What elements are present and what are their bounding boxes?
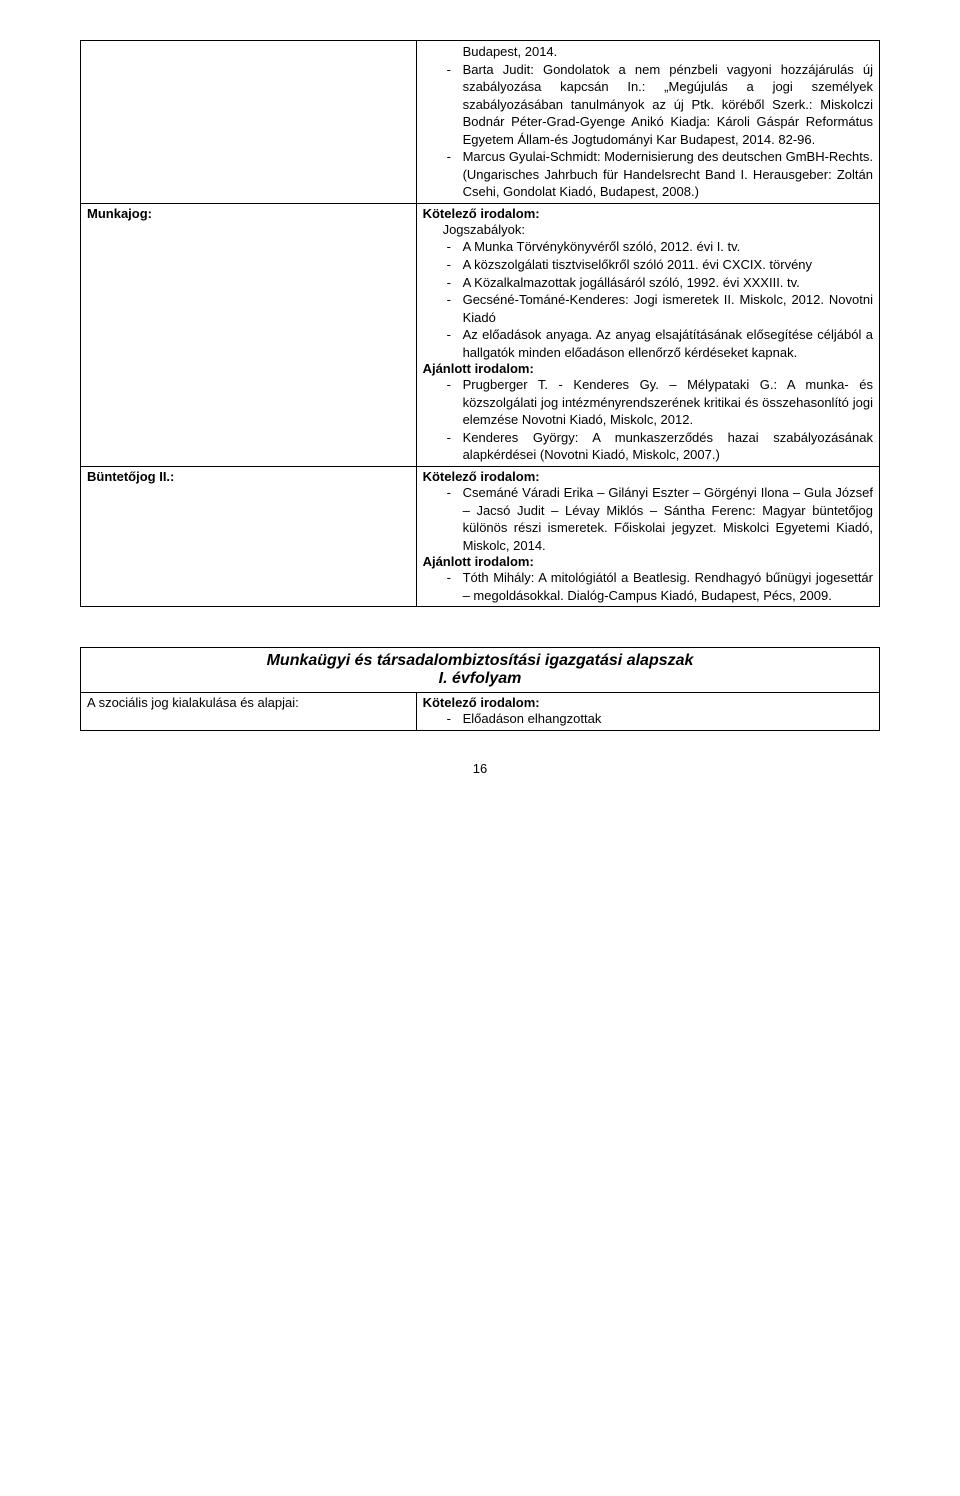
heading: Kötelező irodalom: — [423, 206, 873, 221]
title-row: Munkaügyi és társadalombiztosítási igazg… — [81, 648, 880, 693]
list-item: Prugberger T. - Kenderes Gy. – Mélypatak… — [423, 376, 873, 429]
t2-list: Előadáson elhangzottak — [423, 710, 873, 728]
list-item: Gecséné-Tománé-Kenderes: Jogi ismeretek … — [423, 291, 873, 326]
row3-right: Kötelező irodalom: Csemáné Váradi Erika … — [416, 467, 879, 607]
section-table: Munkaügyi és társadalombiztosítási igazg… — [80, 647, 880, 731]
title-line2: I. évfolyam — [85, 670, 875, 688]
list-item: Barta Judit: Gondolatok a nem pénzbeli v… — [423, 61, 873, 149]
row2-right: Kötelező irodalom: Jogszabályok: A Munka… — [416, 203, 879, 466]
list-item: Kenderes György: A munkaszerződés hazai … — [423, 429, 873, 464]
list-item: A közszolgálati tisztviselőkről szóló 20… — [423, 256, 873, 274]
t2-right: Kötelező irodalom: Előadáson elhangzotta… — [416, 693, 879, 731]
list-item: Marcus Gyulai-Schmidt: Modernisierung de… — [423, 148, 873, 201]
list-item: A Közalkalmazottak jogállásáról szóló, 1… — [423, 274, 873, 292]
heading: Ajánlott irodalom: — [423, 361, 873, 376]
row3-list1: Csemáné Váradi Erika – Gilányi Eszter – … — [423, 484, 873, 554]
row1-list: Barta Judit: Gondolatok a nem pénzbeli v… — [423, 61, 873, 201]
list-item: Tóth Mihály: A mitológiától a Beatlesig.… — [423, 569, 873, 604]
title-line1: Munkaügyi és társadalombiztosítási igazg… — [85, 652, 875, 670]
main-table: Budapest, 2014. Barta Judit: Gondolatok … — [80, 40, 880, 607]
pre-text: Budapest, 2014. — [423, 43, 873, 61]
list-item: Előadáson elhangzottak — [423, 710, 873, 728]
table-row: Büntetőjog II.: Kötelező irodalom: Csemá… — [81, 467, 880, 607]
list-item: Csemáné Váradi Erika – Gilányi Eszter – … — [423, 484, 873, 554]
heading: Kötelező irodalom: — [423, 695, 873, 710]
sub-heading: Jogszabályok: — [423, 221, 873, 239]
heading: Kötelező irodalom: — [423, 469, 873, 484]
list-item: A Munka Törvénykönyvéről szóló, 2012. év… — [423, 238, 873, 256]
row2-list1: A Munka Törvénykönyvéről szóló, 2012. év… — [423, 238, 873, 361]
row2-list2: Prugberger T. - Kenderes Gy. – Mélypatak… — [423, 376, 873, 464]
heading: Ajánlott irodalom: — [423, 554, 873, 569]
list-item: Az előadások anyaga. Az anyag elsajátítá… — [423, 326, 873, 361]
row2-left: Munkajog: — [81, 203, 417, 466]
table-row: Munkajog: Kötelező irodalom: Jogszabályo… — [81, 203, 880, 466]
row3-left: Büntetőjog II.: — [81, 467, 417, 607]
row1-left — [81, 41, 417, 204]
row1-right: Budapest, 2014. Barta Judit: Gondolatok … — [416, 41, 879, 204]
page-number: 16 — [80, 761, 880, 776]
t2-left: A szociális jog kialakulása és alapjai: — [81, 693, 417, 731]
table-row: Budapest, 2014. Barta Judit: Gondolatok … — [81, 41, 880, 204]
row3-list2: Tóth Mihály: A mitológiától a Beatlesig.… — [423, 569, 873, 604]
section-title: Munkaügyi és társadalombiztosítási igazg… — [81, 648, 880, 693]
table-row: A szociális jog kialakulása és alapjai: … — [81, 693, 880, 731]
